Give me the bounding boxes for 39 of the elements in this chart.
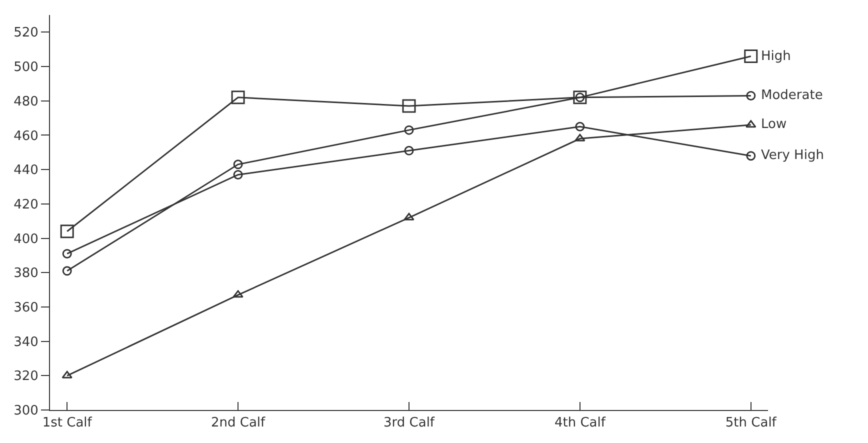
point	[231, 90, 245, 104]
point	[575, 122, 585, 132]
point	[233, 160, 243, 170]
series-label: High	[761, 49, 791, 64]
point	[404, 125, 414, 135]
point	[574, 134, 586, 142]
point	[60, 224, 74, 238]
point	[402, 99, 416, 113]
y-tick-label: 520	[14, 26, 38, 41]
point	[746, 151, 756, 161]
y-tick-label: 500	[14, 60, 38, 76]
point	[404, 146, 414, 156]
series-label: Moderate	[761, 88, 823, 103]
x-tick-label: 5th Calf	[725, 416, 777, 431]
y-tick-label: 360	[14, 300, 38, 316]
point	[62, 370, 72, 378]
y-tick-label: 320	[14, 369, 38, 384]
x-tick-label: 1st Calf	[42, 416, 92, 431]
x-tick-label: 3rd Calf	[383, 416, 435, 431]
point	[744, 49, 758, 63]
point	[746, 90, 756, 100]
x-tick-label: 4th Calf	[554, 416, 606, 431]
y-tick-label: 440	[14, 163, 38, 178]
point	[404, 212, 414, 220]
y-tick-label: 340	[14, 334, 38, 350]
series-label: Low	[761, 117, 787, 132]
point	[62, 248, 72, 258]
series-label: Very High	[761, 148, 824, 163]
x-tick-label: 2nd Calf	[210, 416, 266, 431]
y-tick-label: 480	[14, 94, 38, 110]
point	[62, 266, 72, 276]
point	[232, 290, 244, 298]
y-tick-label: 420	[14, 197, 38, 212]
point	[746, 120, 756, 128]
y-tick-label: 460	[14, 128, 38, 144]
point	[233, 170, 243, 180]
y-tick-label: 300	[14, 404, 38, 419]
y-tick-label: 380	[14, 266, 38, 282]
y-tick-label: 400	[14, 232, 38, 247]
